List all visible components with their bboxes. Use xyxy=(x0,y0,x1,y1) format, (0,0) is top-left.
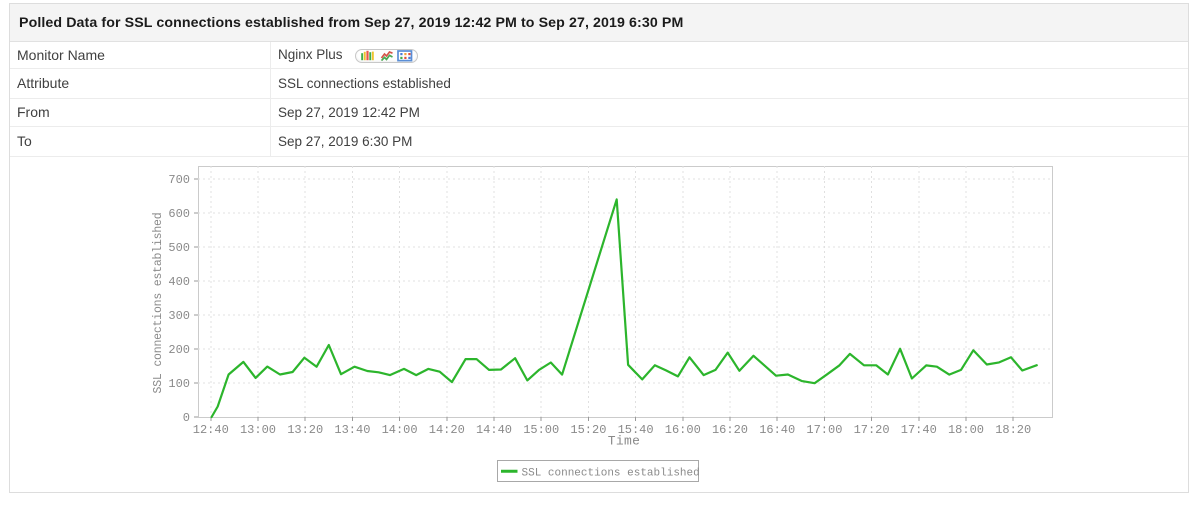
svg-text:400: 400 xyxy=(168,275,190,289)
svg-text:18:00: 18:00 xyxy=(948,423,984,437)
svg-text:SSL connections established: SSL connections established xyxy=(522,468,700,480)
svg-text:15:00: 15:00 xyxy=(523,423,559,437)
svg-text:100: 100 xyxy=(168,377,190,391)
svg-text:300: 300 xyxy=(168,309,190,323)
svg-text:13:20: 13:20 xyxy=(287,423,323,437)
svg-text:16:20: 16:20 xyxy=(712,423,748,437)
svg-text:14:20: 14:20 xyxy=(429,423,465,437)
svg-text:200: 200 xyxy=(168,343,190,357)
svg-text:700: 700 xyxy=(168,173,190,187)
svg-text:17:20: 17:20 xyxy=(854,423,890,437)
svg-text:15:40: 15:40 xyxy=(618,423,654,437)
svg-text:SSL connections established: SSL connections established xyxy=(152,213,165,394)
svg-text:Time: Time xyxy=(608,434,640,449)
svg-text:13:40: 13:40 xyxy=(334,423,370,437)
svg-text:14:00: 14:00 xyxy=(382,423,418,437)
svg-text:18:20: 18:20 xyxy=(995,423,1031,437)
svg-text:17:00: 17:00 xyxy=(806,423,842,437)
svg-text:0: 0 xyxy=(183,411,190,425)
svg-text:15:20: 15:20 xyxy=(570,423,606,437)
svg-text:13:00: 13:00 xyxy=(240,423,276,437)
svg-text:16:40: 16:40 xyxy=(759,423,795,437)
svg-text:12:40: 12:40 xyxy=(193,423,229,437)
svg-text:500: 500 xyxy=(168,241,190,255)
svg-text:600: 600 xyxy=(168,207,190,221)
svg-text:14:40: 14:40 xyxy=(476,423,512,437)
svg-text:16:00: 16:00 xyxy=(665,423,701,437)
svg-text:17:40: 17:40 xyxy=(901,423,937,437)
